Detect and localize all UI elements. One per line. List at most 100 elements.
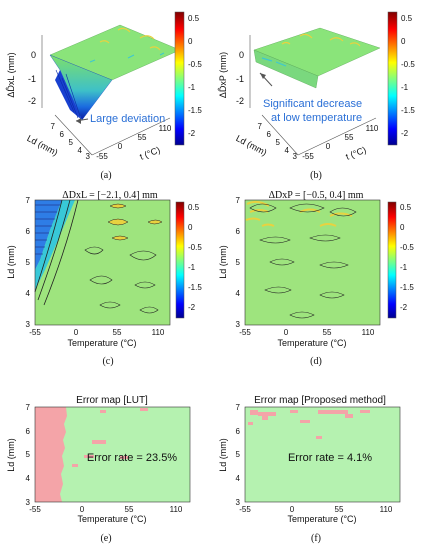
surface-a bbox=[49, 24, 181, 121]
x-label-d: Temperature (°C) bbox=[277, 338, 346, 348]
x-tick-d-3: 110 bbox=[362, 328, 375, 337]
x-label-e: Temperature (°C) bbox=[77, 514, 146, 524]
x-tick-f-1: 0 bbox=[290, 505, 295, 514]
y-tick-b-3: 110 bbox=[366, 124, 379, 133]
panel-a: 0 -1 -2 ΔD̂xL (mm) 7 6 5 4 3 Ld (mm) -55… bbox=[6, 11, 202, 181]
y-label-f: Ld (mm) bbox=[218, 438, 228, 472]
y-tick-b-0: -55 bbox=[302, 152, 314, 161]
cbar-c-t5: -2 bbox=[188, 303, 196, 312]
x-tick-d-2: 55 bbox=[323, 328, 332, 337]
x-tick-e-2: 55 bbox=[125, 505, 134, 514]
x-tick-e-1: 0 bbox=[80, 505, 85, 514]
plot-area-f bbox=[244, 406, 401, 503]
x-axis-d: -55 0 55 110 Temperature (°C) bbox=[239, 328, 375, 348]
x-tick-c-0: -55 bbox=[29, 328, 41, 337]
x-label-b: Ld (mm) bbox=[234, 133, 268, 158]
z-label-a: ΔD̂xL (mm) bbox=[6, 52, 16, 97]
cbar-b-t0: 0.5 bbox=[401, 14, 413, 23]
x-label-c: Temperature (°C) bbox=[67, 338, 136, 348]
colorbar-d: 0.5 0 -0.5 -1 -1.5 -2 bbox=[387, 201, 414, 319]
title-c: ΔDxL = [−2.1, 0.4] mm bbox=[62, 190, 158, 201]
x-tick-b-7: 7 bbox=[258, 122, 263, 131]
x-tick-f-3: 110 bbox=[380, 505, 393, 514]
x-tick-a-7: 7 bbox=[51, 122, 56, 131]
annotation-a: Large deviation bbox=[75, 113, 165, 125]
z-tick-a-1: -1 bbox=[28, 74, 36, 84]
cbar-d-t4: -1.5 bbox=[400, 283, 414, 292]
panel-e: Error map [LUT] Error rate = 23.5% 7 6 5… bbox=[6, 395, 191, 544]
panel-label-d: (d) bbox=[310, 356, 322, 367]
plot-area-d bbox=[244, 199, 381, 326]
y-tick-c-7: 7 bbox=[26, 196, 31, 205]
x-tick-b-6: 6 bbox=[267, 130, 272, 139]
y-tick-f-6: 6 bbox=[236, 427, 241, 436]
x-tick-d-1: 0 bbox=[284, 328, 289, 337]
colorbar-b: 0.5 0 -0.5 -1 -1.5 -2 bbox=[387, 11, 415, 146]
panel-label-f: (f) bbox=[311, 533, 321, 544]
y-tick-f-5: 5 bbox=[236, 450, 241, 459]
z-tick-a-0: 0 bbox=[31, 50, 36, 60]
cbar-c-t0: 0.5 bbox=[188, 203, 200, 212]
panel-label-e: (e) bbox=[100, 533, 111, 544]
cbar-c-t2: -0.5 bbox=[188, 243, 202, 252]
annotation-large-deviation: Large deviation bbox=[90, 113, 165, 125]
cbar-b-t5: -2 bbox=[401, 129, 409, 138]
x-tick-f-2: 55 bbox=[335, 505, 344, 514]
colorbar-a: 0.5 0 -0.5 -1 -1.5 -2 bbox=[174, 11, 202, 146]
cbar-a-t4: -1.5 bbox=[188, 106, 202, 115]
y-tick-c-4: 4 bbox=[26, 289, 31, 298]
cbar-d-t0: 0.5 bbox=[400, 203, 412, 212]
cbar-c-t4: -1.5 bbox=[188, 283, 202, 292]
y-label-c: Ld (mm) bbox=[6, 245, 16, 279]
annotation-b-line2: at low temperature bbox=[271, 112, 362, 124]
cbar-b-t2: -0.5 bbox=[401, 60, 415, 69]
y-tick-f-3: 3 bbox=[236, 498, 241, 507]
cbar-d-t1: 0 bbox=[400, 223, 405, 232]
title-d: ΔDxP = [−0.5, 0.4] mm bbox=[269, 190, 364, 201]
x-tick-b-3: 3 bbox=[293, 152, 298, 161]
panel-f: Error map [Proposed method] Error rate =… bbox=[218, 395, 401, 544]
annotation-b: Significant decrease at low temperature bbox=[259, 72, 362, 124]
z-axis-a: 0 -1 -2 ΔD̂xL (mm) bbox=[6, 35, 43, 108]
y-axis-d: 7 6 5 4 3 Ld (mm) bbox=[218, 196, 241, 329]
y-axis-f: 7 6 5 4 3 Ld (mm) bbox=[218, 403, 241, 507]
x-axis-c: -55 0 55 110 Temperature (°C) bbox=[29, 328, 165, 348]
cbar-c-t3: -1 bbox=[188, 263, 196, 272]
cbar-a-t0: 0.5 bbox=[188, 14, 200, 23]
y-tick-f-4: 4 bbox=[236, 474, 241, 483]
cbar-a-t1: 0 bbox=[188, 37, 193, 46]
z-tick-b-1: -1 bbox=[236, 74, 244, 84]
y-label-e: Ld (mm) bbox=[6, 438, 16, 472]
cbar-b-t3: -1 bbox=[401, 83, 409, 92]
x-tick-a-3: 3 bbox=[86, 152, 91, 161]
annotation-b-line1: Significant decrease bbox=[263, 98, 362, 110]
x-tick-a-5: 5 bbox=[69, 138, 74, 147]
plot-area-e bbox=[34, 406, 191, 503]
y-tick-e-6: 6 bbox=[26, 427, 31, 436]
x-label-f: Temperature (°C) bbox=[287, 514, 356, 524]
x-tick-c-1: 0 bbox=[74, 328, 79, 337]
colorbar-c: 0.5 0 -0.5 -1 -1.5 -2 bbox=[175, 201, 202, 319]
x-tick-d-0: -55 bbox=[239, 328, 251, 337]
y-tick-b-1: 0 bbox=[326, 142, 331, 151]
title-f: Error map [Proposed method] bbox=[254, 395, 386, 406]
y-label-b: t (°C) bbox=[344, 145, 367, 162]
cbar-a-t2: -0.5 bbox=[188, 60, 202, 69]
x-tick-c-3: 110 bbox=[152, 328, 165, 337]
panel-d: ΔDxP = [−0.5, 0.4] mm 7 6 5 4 3 Ld (mm) … bbox=[218, 190, 414, 367]
y-tick-b-2: 55 bbox=[345, 133, 354, 142]
panel-b: 0 -1 -2 ΔD̂xP (mm) 7 6 5 4 3 Ld (mm) -55… bbox=[218, 11, 415, 181]
z-label-b: ΔD̂xP (mm) bbox=[218, 52, 228, 98]
y-tick-f-7: 7 bbox=[236, 403, 241, 412]
x-tick-f-0: -55 bbox=[239, 505, 251, 514]
panel-label-b: (b) bbox=[310, 170, 322, 181]
surface-b bbox=[253, 27, 381, 89]
cbar-d-t2: -0.5 bbox=[400, 243, 414, 252]
y-tick-e-3: 3 bbox=[26, 498, 31, 507]
y-axis-b: -55 0 55 110 t (°C) bbox=[297, 117, 379, 162]
error-rate-f: Error rate = 4.1% bbox=[288, 452, 372, 464]
cbar-a-t5: -2 bbox=[188, 129, 196, 138]
y-label-d: Ld (mm) bbox=[218, 245, 228, 279]
y-tick-a-0: -55 bbox=[96, 152, 108, 161]
